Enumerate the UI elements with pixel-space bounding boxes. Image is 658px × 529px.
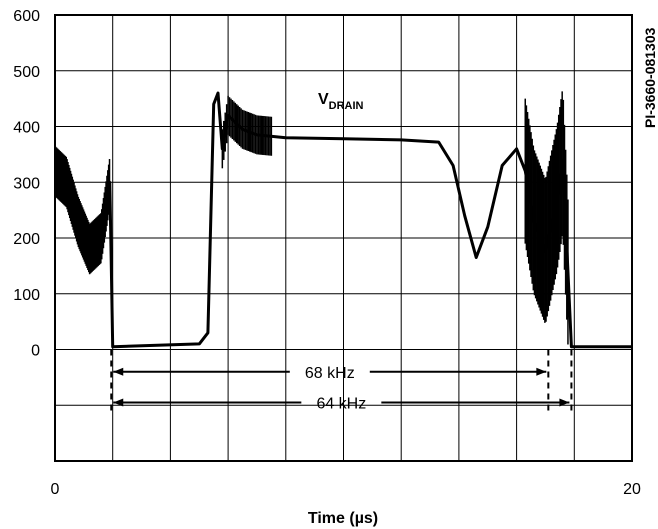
trace-label: VDRAIN — [318, 91, 364, 112]
y-tick-label: 600 — [13, 8, 40, 25]
frequency-annotations: 68 kHz 64 kHz — [113, 365, 570, 412]
arrow-head — [113, 367, 124, 376]
frequency-label: 64 kHz — [316, 395, 366, 412]
figure-id: PI-3660-081303 — [642, 27, 658, 128]
y-tick-label: 500 — [13, 64, 40, 81]
x-tick-label: 20 — [623, 481, 641, 498]
trace-label-subscript: DRAIN — [329, 100, 364, 112]
y-tick-label: 400 — [13, 120, 40, 137]
arrow-head — [536, 367, 547, 376]
x-tick-labels: 0 20 — [51, 481, 641, 498]
y-tick-labels: 0 100 200 300 400 500 600 — [13, 8, 40, 360]
vdrain-ringing — [54, 91, 569, 345]
frequency-label: 68 kHz — [305, 365, 355, 382]
y-tick-label: 0 — [31, 343, 40, 360]
arrow-head — [559, 398, 570, 407]
arrow-head — [113, 398, 124, 407]
x-tick-label: 0 — [51, 481, 60, 498]
y-tick-label: 200 — [13, 231, 40, 248]
trace-label-main: V — [318, 91, 329, 108]
y-tick-label: 300 — [13, 175, 40, 192]
x-axis-title: Time (µs) — [308, 510, 378, 527]
y-tick-label: 100 — [13, 287, 40, 304]
plot-frame — [54, 14, 633, 462]
